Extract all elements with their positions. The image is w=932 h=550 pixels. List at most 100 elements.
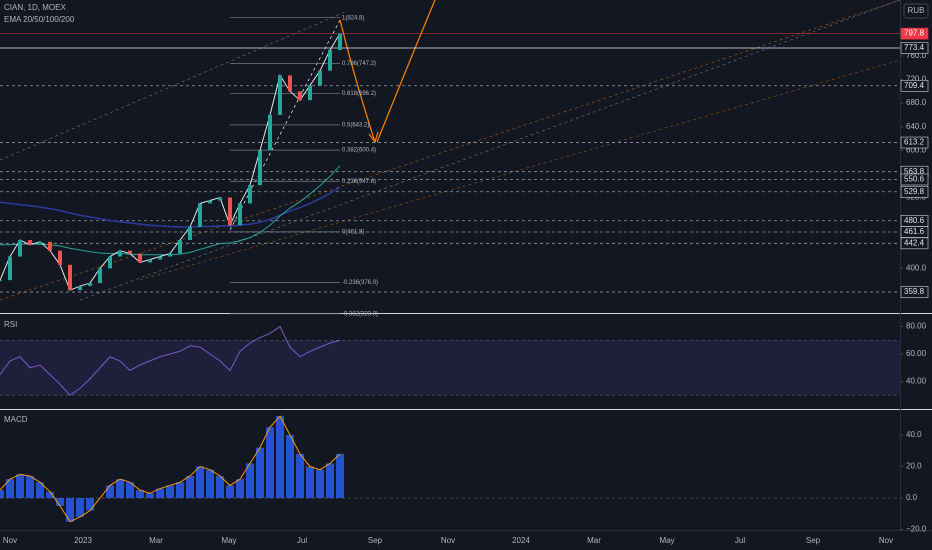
y-tick-label: −20.0 <box>906 525 927 534</box>
macd-bar <box>46 491 54 499</box>
macd-bar <box>226 485 234 499</box>
y-tick-label: 40.0 <box>906 430 922 439</box>
candle <box>0 280 2 282</box>
fib-label: 0(461.8) <box>342 229 364 235</box>
fib-label: -0.382(323.0) <box>342 311 378 317</box>
candle <box>98 268 102 284</box>
rsi-title: RSI <box>4 320 17 329</box>
macd-bar <box>206 469 214 499</box>
candle <box>158 256 162 260</box>
macd-bar <box>266 427 274 499</box>
macd-bar <box>236 479 244 499</box>
candle <box>318 70 322 86</box>
price-label-box <box>900 185 929 198</box>
macd-bar <box>66 498 74 522</box>
price-label: 442.4 <box>904 238 925 247</box>
macd-bar <box>56 498 64 506</box>
macd-bar <box>136 490 144 499</box>
candle <box>258 150 262 186</box>
candle <box>128 250 132 254</box>
macd-bar <box>256 447 264 499</box>
candle <box>308 85 312 101</box>
candle <box>188 227 192 241</box>
y-tick-label: 60.00 <box>906 349 927 358</box>
macd-bar <box>116 479 124 499</box>
y-tick-label: 20.0 <box>906 462 922 471</box>
macd-signal <box>0 415 341 523</box>
y-tick-label: 400.0 <box>906 263 927 272</box>
candle <box>148 259 152 263</box>
fib-label: 0.236(547.6) <box>342 179 376 185</box>
price-label: 550.6 <box>904 175 925 184</box>
macd-bar <box>336 453 344 499</box>
trend-line <box>0 11 346 161</box>
macd-bar <box>246 463 254 499</box>
price-label-box <box>900 237 929 250</box>
candle <box>108 256 112 269</box>
x-tick-label: Sep <box>368 536 383 545</box>
price-label-box <box>900 286 929 298</box>
fib-label: 0.786(747.2) <box>342 61 376 67</box>
x-tick-label: Nov <box>879 536 893 545</box>
candle <box>88 283 92 287</box>
candle <box>178 240 182 254</box>
candle <box>268 114 272 151</box>
currency-box <box>903 3 929 19</box>
macd-bar <box>16 474 24 499</box>
price-line <box>0 33 341 291</box>
candle <box>58 250 62 265</box>
price-label-box <box>900 136 929 149</box>
macd-bar <box>286 435 294 499</box>
trend-line <box>79 0 901 301</box>
price-label-box <box>900 79 929 92</box>
price-label-box <box>900 173 929 186</box>
candle <box>48 241 52 251</box>
candle <box>238 203 242 226</box>
candle <box>328 50 332 71</box>
x-tick-label: Mar <box>149 536 163 545</box>
x-tick-label: Mar <box>587 536 601 545</box>
y-tick-label: 680.0 <box>906 98 927 107</box>
price-label: 797.8 <box>904 29 925 38</box>
macd-bar <box>106 485 114 499</box>
indicator-legend: EMA 20/50/100/200 <box>4 15 75 24</box>
symbol: CIAN, 1D, MOEX <box>4 3 66 12</box>
y-tick-label: 40.00 <box>906 377 927 386</box>
candle <box>118 250 122 257</box>
price-label: 709.4 <box>904 81 925 90</box>
price-label: 613.2 <box>904 138 925 147</box>
price-label: 359.8 <box>904 287 925 296</box>
macd-bar <box>86 498 94 511</box>
price-label-box <box>900 27 929 40</box>
candle <box>168 253 172 257</box>
macd-bar <box>316 469 324 499</box>
y-tick-label: 80.00 <box>906 322 927 331</box>
x-tick-label: Jul <box>297 536 307 545</box>
macd-bar <box>186 475 194 499</box>
macd-bar <box>326 463 334 499</box>
candle <box>338 33 342 51</box>
y-tick-label: 600.0 <box>906 145 927 154</box>
macd-bar <box>276 416 284 499</box>
projection-arrow <box>376 0 436 143</box>
macd-bar <box>296 453 304 499</box>
candle <box>28 240 32 245</box>
macd-title: MACD <box>4 415 28 424</box>
arrow-head <box>368 131 379 144</box>
candle <box>8 256 12 281</box>
candle <box>208 200 212 204</box>
y-tick-label: 720.0 <box>906 75 927 84</box>
y-tick-label: 760.0 <box>906 51 927 60</box>
trend-line <box>0 0 901 301</box>
x-tick-label: 2024 <box>512 536 530 545</box>
macd-bar <box>176 482 184 499</box>
candle <box>248 185 252 204</box>
candle <box>218 197 222 201</box>
candle <box>38 241 42 245</box>
macd-bar <box>306 466 314 499</box>
price-label: 773.4 <box>904 43 925 52</box>
macd-bar <box>6 479 14 499</box>
x-tick-label: May <box>659 536 674 545</box>
candle <box>68 264 72 291</box>
